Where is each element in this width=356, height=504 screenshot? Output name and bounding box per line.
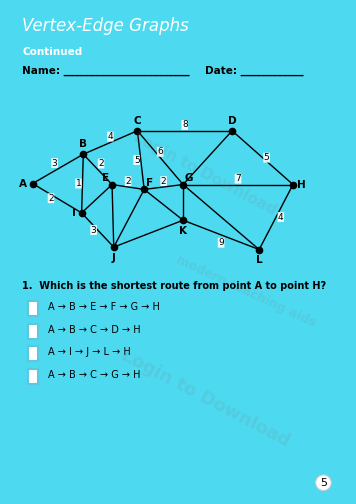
Text: C: C [134, 116, 141, 126]
Text: Vertex-Edge Graphs: Vertex-Edge Graphs [22, 17, 189, 35]
Text: 9: 9 [218, 238, 224, 247]
Text: 4: 4 [108, 132, 113, 141]
Text: Login to Download: Login to Download [118, 346, 292, 451]
Text: 1: 1 [75, 179, 81, 188]
Bar [9, 8, 347, 64]
Text: K: K [179, 226, 187, 236]
Text: A → B → E → F → G → H: A → B → E → F → G → H [48, 302, 160, 312]
Text: H: H [297, 179, 305, 190]
Text: B: B [79, 140, 87, 150]
Text: Login to Download: Login to Download [131, 130, 279, 218]
Text: A → I → J → L → H: A → I → J → L → H [48, 347, 131, 357]
Text: 2: 2 [161, 176, 167, 185]
Text: Date: ____________: Date: ____________ [205, 66, 304, 76]
Text: 5: 5 [134, 156, 140, 165]
Text: 3: 3 [52, 159, 57, 167]
Text: J: J [112, 253, 116, 263]
Text: 8: 8 [182, 120, 188, 130]
Text: 2: 2 [98, 159, 104, 168]
Text: L: L [256, 256, 262, 265]
Text: F: F [146, 177, 153, 187]
Bar [27, 301, 38, 316]
Text: D: D [228, 116, 236, 126]
Text: 2: 2 [125, 176, 131, 185]
Bar [27, 346, 38, 361]
Bar [27, 369, 38, 384]
Text: 2: 2 [48, 194, 54, 203]
Text: 7: 7 [235, 174, 241, 183]
Text: Continued: Continued [22, 46, 83, 56]
Text: 1.  Which is the shortest route from point A to point H?: 1. Which is the shortest route from poin… [22, 281, 326, 291]
Text: E: E [103, 173, 110, 182]
Bar [27, 324, 38, 339]
Text: G: G [184, 173, 193, 182]
Text: A: A [19, 178, 27, 188]
Text: 5: 5 [264, 153, 269, 162]
Text: A → B → C → D → H: A → B → C → D → H [48, 325, 140, 335]
Text: 4: 4 [278, 213, 284, 222]
Text: 6: 6 [157, 147, 163, 156]
Text: Name: ________________________: Name: ________________________ [22, 66, 190, 76]
Text: A → B → C → G → H: A → B → C → G → H [48, 370, 140, 380]
Text: 3: 3 [91, 225, 96, 234]
Text: modern teaching aids: modern teaching aids [174, 253, 318, 329]
Text: I: I [72, 208, 76, 218]
Text: 5: 5 [320, 478, 327, 488]
